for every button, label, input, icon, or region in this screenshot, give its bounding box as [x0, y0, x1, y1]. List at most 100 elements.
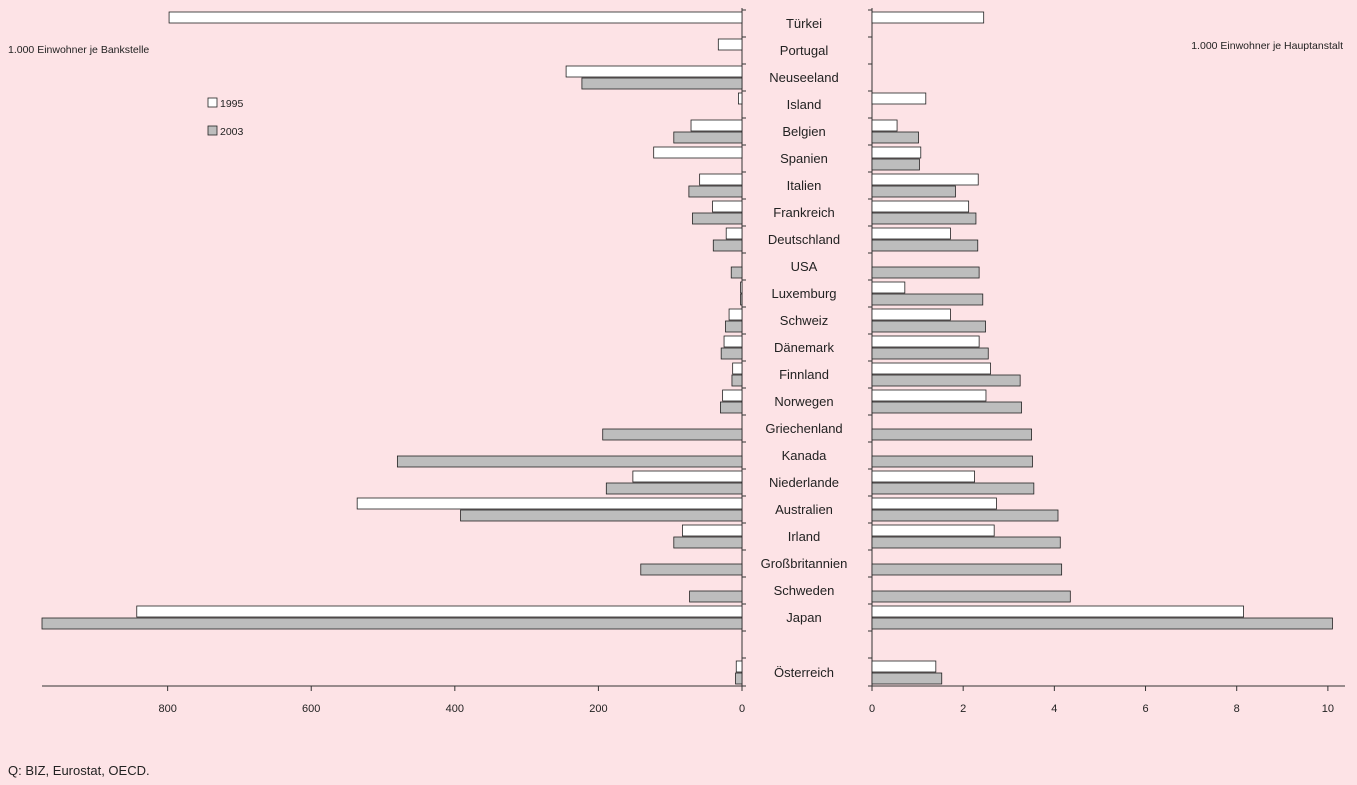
left-bar-1995-0 — [168, 11, 743, 24]
legend-label-1995: 1995 — [220, 98, 244, 110]
left-bar-2003-23 — [735, 672, 743, 685]
right-bar-1995-23 — [871, 660, 937, 673]
right-bar-1995-14 — [871, 389, 987, 402]
right-bar-1995-18 — [871, 497, 997, 510]
left-bar-1995-19 — [682, 524, 743, 537]
left-bar-2003-15 — [602, 428, 743, 441]
right-bar-1995-3 — [871, 92, 927, 105]
right-bar-2003-9 — [871, 266, 980, 279]
left-x-tick-label: 400 — [446, 703, 464, 715]
category-label: Irland — [788, 529, 821, 544]
category-label: Griechenland — [765, 421, 842, 436]
left-bar-2003-18 — [460, 509, 743, 522]
chart-svg: Türkei Portugal Neuseeland Island Belgien Spa… — [0, 0, 1357, 760]
category-label: Neuseeland — [769, 70, 838, 85]
right-bar-2003-23 — [871, 672, 943, 685]
right-bar-1995-0 — [871, 11, 985, 24]
right-bar-1995-13 — [871, 362, 991, 375]
left-axis-note: 1.000 Einwohner je Bankstelle — [8, 44, 149, 56]
left-x-tick-label: 200 — [589, 703, 607, 715]
left-bar-1995-14 — [722, 389, 743, 402]
right-bar-1995-19 — [871, 524, 995, 537]
left-bar-2003-13 — [731, 374, 743, 387]
right-bar-2003-8 — [871, 239, 979, 252]
category-label: Portugal — [780, 43, 829, 58]
right-bar-1995-11 — [871, 308, 951, 321]
right-bar-2003-10 — [871, 293, 984, 306]
left-bar-1995-3 — [738, 92, 743, 105]
category-label: Kanada — [782, 448, 828, 463]
legend-swatch-1995 — [207, 97, 218, 108]
category-label: Luxemburg — [771, 286, 836, 301]
legend-label-2003: 2003 — [220, 126, 244, 138]
left-bar-2003-6 — [688, 185, 743, 198]
left-bar-2003-10 — [740, 293, 743, 306]
category-label: Deutschland — [768, 232, 840, 247]
left-bar-1995-18 — [356, 497, 743, 510]
category-label: Schweiz — [780, 313, 828, 328]
right-bar-2003-20 — [871, 563, 1063, 576]
left-bar-1995-6 — [699, 173, 743, 186]
category-label: Dänemark — [774, 340, 834, 355]
left-bar-2003-2 — [581, 77, 743, 90]
right-bar-1995-12 — [871, 335, 980, 348]
left-bar-1995-1 — [717, 38, 743, 51]
right-axis-note: 1.000 Einwohner je Hauptanstalt — [1191, 40, 1343, 52]
right-bar-2003-22 — [871, 617, 1333, 630]
left-bar-2003-9 — [730, 266, 743, 279]
category-label: Norwegen — [774, 394, 833, 409]
right-bar-2003-11 — [871, 320, 986, 333]
right-bar-1995-10 — [871, 281, 906, 294]
left-bar-2003-19 — [673, 536, 743, 549]
left-bar-1995-7 — [712, 200, 743, 213]
category-label: Österreich — [774, 665, 834, 680]
right-bar-1995-8 — [871, 227, 951, 240]
legend-swatch-2003 — [207, 125, 218, 136]
right-x-tick-label: 10 — [1322, 703, 1334, 715]
right-bar-1995-22 — [871, 605, 1244, 618]
left-bar-1995-11 — [728, 308, 743, 321]
right-x-tick-label: 2 — [960, 703, 966, 715]
right-bar-2003-18 — [871, 509, 1059, 522]
left-bar-2003-8 — [712, 239, 743, 252]
right-bar-2003-13 — [871, 374, 1021, 387]
right-bar-2003-12 — [871, 347, 989, 360]
right-bar-2003-21 — [871, 590, 1071, 603]
left-x-tick-label: 600 — [302, 703, 320, 715]
left-bar-1995-12 — [723, 335, 743, 348]
right-bar-2003-14 — [871, 401, 1022, 414]
left-bar-1995-23 — [735, 660, 743, 673]
left-bar-1995-17 — [632, 470, 743, 483]
right-bar-1995-6 — [871, 173, 979, 186]
category-label: USA — [791, 259, 818, 274]
left-bar-2003-12 — [720, 347, 743, 360]
category-label: Frankreich — [773, 205, 834, 220]
left-x-tick-label: 800 — [158, 703, 176, 715]
right-bar-2003-19 — [871, 536, 1061, 549]
left-bar-2003-4 — [673, 131, 743, 144]
left-bar-1995-10 — [740, 281, 743, 294]
left-bar-2003-16 — [396, 455, 743, 468]
category-label: Türkei — [786, 16, 822, 31]
category-label: Australien — [775, 502, 833, 517]
left-bar-1995-2 — [565, 65, 743, 78]
category-label: Island — [787, 97, 822, 112]
category-label: Schweden — [774, 583, 835, 598]
category-label: Finnland — [779, 367, 829, 382]
left-bar-2003-17 — [605, 482, 743, 495]
right-bar-2003-15 — [871, 428, 1032, 441]
left-bar-1995-8 — [725, 227, 743, 240]
left-bar-2003-7 — [692, 212, 743, 225]
right-bar-1995-17 — [871, 470, 975, 483]
right-x-tick-label: 4 — [1051, 703, 1057, 715]
source-note: Q: BIZ, Eurostat, OECD. — [8, 763, 150, 778]
plot-background — [0, 0, 1357, 760]
right-bar-2003-17 — [871, 482, 1035, 495]
right-x-tick-label: 6 — [1142, 703, 1148, 715]
right-bar-2003-7 — [871, 212, 977, 225]
right-bar-1995-7 — [871, 200, 970, 213]
category-label: Japan — [786, 610, 821, 625]
right-x-tick-label: 0 — [869, 703, 875, 715]
right-x-tick-label: 8 — [1234, 703, 1240, 715]
